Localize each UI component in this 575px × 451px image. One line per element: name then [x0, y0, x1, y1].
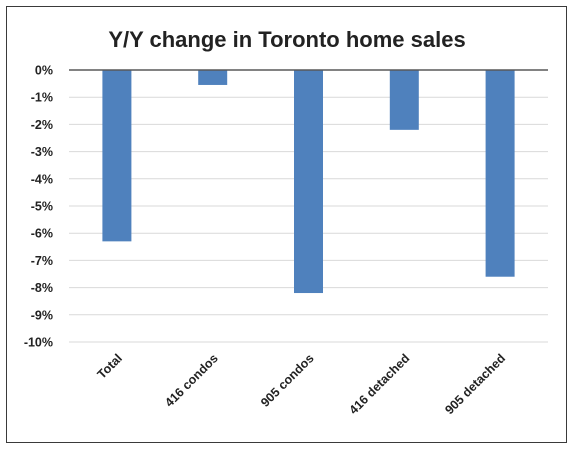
y-tick-label: -5% [31, 200, 53, 214]
x-category-label: 905 detached [442, 351, 508, 417]
y-axis-ticks: 0% -1% -2% -3% -4% -5% -6% -7% -8% -9% -10% [24, 64, 53, 350]
bar [294, 70, 323, 294]
bar [102, 70, 132, 242]
y-tick-label: -6% [31, 227, 53, 241]
bars [102, 70, 515, 294]
x-axis-categories: Total 416 condos 905 condos 416 detached 905… [95, 351, 509, 417]
y-tick-label: -4% [31, 172, 53, 186]
chart-title: Y/Y change in Toronto home sales [108, 27, 465, 52]
x-category-label: 905 condos [258, 351, 317, 410]
y-tick-label: -9% [31, 308, 53, 322]
bar [198, 70, 228, 85]
y-tick-label: -1% [31, 91, 53, 105]
bar-chart: Y/Y change in Toronto home sales 0% -1% -2… [24, 27, 548, 417]
x-category-label: 416 condos [162, 351, 221, 410]
x-category-label: Total [95, 351, 125, 381]
bar [485, 70, 515, 277]
y-tick-label: -10% [24, 336, 53, 350]
chart-frame: Y/Y change in Toronto home sales 0% -1% -2… [6, 6, 567, 443]
y-tick-label: 0% [35, 64, 53, 78]
y-tick-label: -2% [31, 118, 53, 132]
y-tick-label: -8% [31, 281, 53, 295]
y-tick-label: -3% [31, 145, 53, 159]
bar [389, 70, 419, 130]
x-category-label: 416 detached [347, 351, 413, 417]
y-tick-label: -7% [31, 254, 53, 268]
